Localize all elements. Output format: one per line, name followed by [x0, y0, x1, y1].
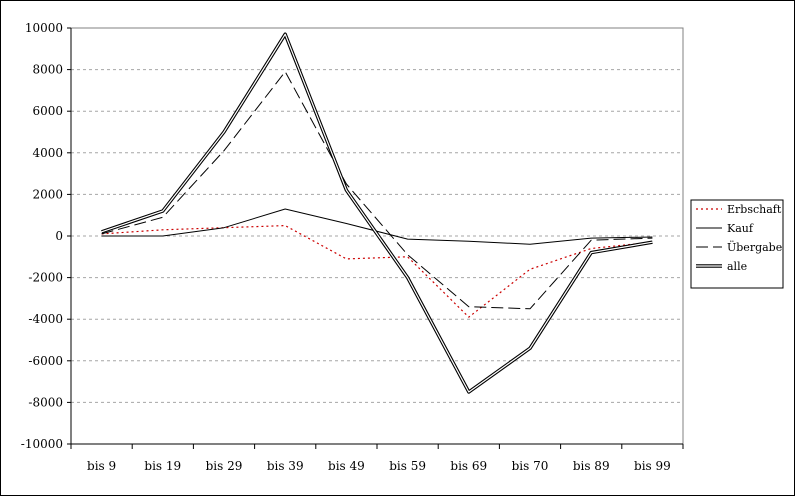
legend-label-alle: alle — [727, 260, 747, 273]
x-tick-label: bis 29 — [206, 459, 243, 473]
x-tick-label: bis 9 — [87, 459, 116, 473]
y-axis: 10000 8000 6000 4000 2000 0 -2000 -4000 -6000 -80… — [21, 21, 72, 451]
series-line-alle-inner — [101, 33, 653, 393]
y-tick-label: -2000 — [28, 271, 63, 285]
legend-box — [690, 199, 784, 289]
y-tick-label: 4000 — [32, 146, 63, 160]
x-axis: bis 9 bis 19 bis 29 bis 39 bis 49 bis 59 bis 6… — [70, 443, 684, 473]
y-tick-label: 6000 — [32, 104, 63, 118]
y-tick-label: 0 — [55, 229, 63, 243]
y-tick-label: -6000 — [28, 354, 63, 368]
y-tick-label: 10000 — [25, 21, 63, 35]
legend: Erbschaft Kauf Übergabe alle — [690, 199, 784, 289]
series-line-erbschaft — [101, 225, 653, 318]
series-line--bergabe — [101, 71, 653, 310]
legend-label-kauf: Kauf — [727, 222, 754, 235]
x-tick-label: bis 59 — [389, 459, 426, 473]
y-tick-label: 2000 — [32, 187, 63, 201]
y-tick-label: -8000 — [28, 395, 63, 409]
y-tick-label: 8000 — [32, 63, 63, 77]
x-tick-label: bis 39 — [267, 459, 304, 473]
x-tick-label: bis 70 — [512, 459, 549, 473]
x-tick-label: bis 89 — [573, 459, 610, 473]
y-tick-label: -10000 — [21, 437, 63, 451]
x-tick-label: bis 69 — [450, 459, 487, 473]
legend-label-erbschaft: Erbschaft — [727, 203, 782, 216]
x-tick-label: bis 49 — [328, 459, 365, 473]
x-tick-label: bis 19 — [144, 459, 181, 473]
y-tick-label: -4000 — [28, 312, 63, 326]
x-tick-label: bis 99 — [634, 459, 671, 473]
legend-label--bergabe: Übergabe — [727, 240, 782, 254]
series-lines — [101, 32, 653, 394]
